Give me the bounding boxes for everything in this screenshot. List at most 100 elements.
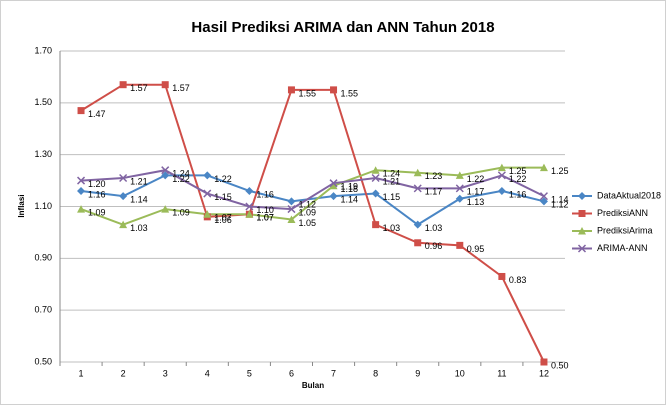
marker [161, 166, 170, 175]
data-label: 1.06 [214, 215, 232, 225]
x-axis-label: Bulan [302, 381, 324, 390]
data-label: 1.20 [88, 179, 106, 189]
data-label: 1.22 [214, 174, 232, 184]
marker [539, 197, 548, 206]
marker [287, 197, 296, 206]
data-label: 1.09 [172, 207, 190, 217]
marker [161, 205, 170, 213]
data-label: 1.21 [383, 176, 401, 186]
data-label: 0.95 [467, 244, 485, 254]
data-label: 1.25 [551, 166, 569, 176]
data-label: 1.57 [130, 83, 148, 93]
marker [455, 171, 464, 179]
marker [413, 168, 422, 177]
data-label: 1.03 [130, 223, 148, 233]
x-tick-label: 2 [121, 368, 126, 378]
marker [371, 189, 380, 198]
marker [498, 272, 506, 280]
y-tick-label: 1.50 [34, 97, 52, 107]
data-label: 1.15 [383, 192, 401, 202]
marker [329, 192, 338, 201]
data-label: 1.47 [88, 109, 106, 119]
marker [578, 192, 586, 200]
series-line [80, 166, 544, 226]
data-label: 1.09 [298, 207, 316, 217]
data-label: 1.16 [509, 189, 527, 199]
y-tick-label: 0.50 [34, 356, 52, 366]
marker [372, 221, 380, 229]
data-label: 1.19 [341, 182, 359, 192]
marker [119, 192, 128, 201]
marker [77, 107, 85, 115]
data-label: 1.03 [383, 223, 401, 233]
marker [330, 86, 338, 94]
x-tick-label: 4 [205, 368, 210, 378]
data-label: 1.14 [341, 195, 359, 205]
x-tick-label: 7 [331, 368, 336, 378]
data-label: 1.14 [130, 195, 148, 205]
marker [119, 81, 127, 89]
data-label: 1.14 [551, 195, 569, 205]
data-label: 1.12 [298, 200, 316, 210]
data-label: 1.07 [256, 213, 274, 223]
marker [539, 192, 548, 201]
data-label: 1.22 [172, 174, 190, 184]
data-label: 1.57 [172, 83, 190, 93]
marker [203, 210, 212, 218]
data-label: 0.50 [551, 360, 569, 370]
marker [329, 179, 338, 188]
marker [245, 202, 254, 211]
data-label: 1.18 [341, 184, 359, 194]
marker [119, 173, 128, 183]
x-tick-label: 11 [497, 368, 506, 378]
data-label: 0.96 [425, 241, 443, 251]
data-label: 1.15 [214, 192, 232, 202]
marker [77, 186, 86, 195]
x-tick-label: 12 [539, 368, 549, 378]
marker [497, 171, 506, 180]
marker [456, 241, 464, 249]
data-label: 1.17 [467, 187, 485, 197]
y-tick-label: 0.70 [34, 305, 52, 315]
marker [119, 220, 128, 229]
marker [287, 215, 296, 223]
marker [414, 239, 422, 247]
marker [77, 176, 86, 185]
marker [329, 181, 338, 190]
marker [497, 163, 506, 172]
chart-title: Hasil Prediksi ARIMA dan ANN Tahun 2018 [191, 19, 494, 36]
marker [287, 205, 296, 214]
marker [578, 210, 586, 217]
legend-label: ARIMA-ANN [597, 243, 648, 253]
data-label: 1.25 [509, 166, 527, 176]
marker [371, 166, 380, 174]
x-tick-label: 3 [163, 368, 168, 378]
marker [371, 173, 380, 183]
y-tick-label: 0.90 [34, 253, 52, 263]
marker [455, 184, 464, 193]
data-label: 1.22 [509, 174, 527, 184]
marker [161, 171, 170, 180]
x-tick-label: 8 [373, 368, 378, 378]
legend-label: PrediksiArima [597, 225, 653, 235]
x-tick-label: 6 [289, 368, 294, 378]
data-label: 1.09 [88, 207, 106, 217]
data-label: 1.07 [256, 213, 274, 223]
y-axis-label: Inflasi [17, 194, 26, 217]
y-tick-label: 1.30 [34, 149, 52, 159]
series-line [80, 83, 545, 363]
series-line [80, 174, 545, 226]
data-label: 1.12 [551, 200, 569, 210]
data-label: 1.03 [425, 223, 443, 233]
data-label: 1.07 [214, 213, 232, 223]
series-line [80, 169, 545, 211]
data-label: 1.55 [341, 88, 359, 98]
marker [577, 244, 587, 253]
marker [539, 163, 548, 172]
marker [245, 210, 254, 218]
marker [413, 184, 422, 193]
data-label: 1.55 [298, 88, 316, 98]
marker [77, 205, 86, 213]
